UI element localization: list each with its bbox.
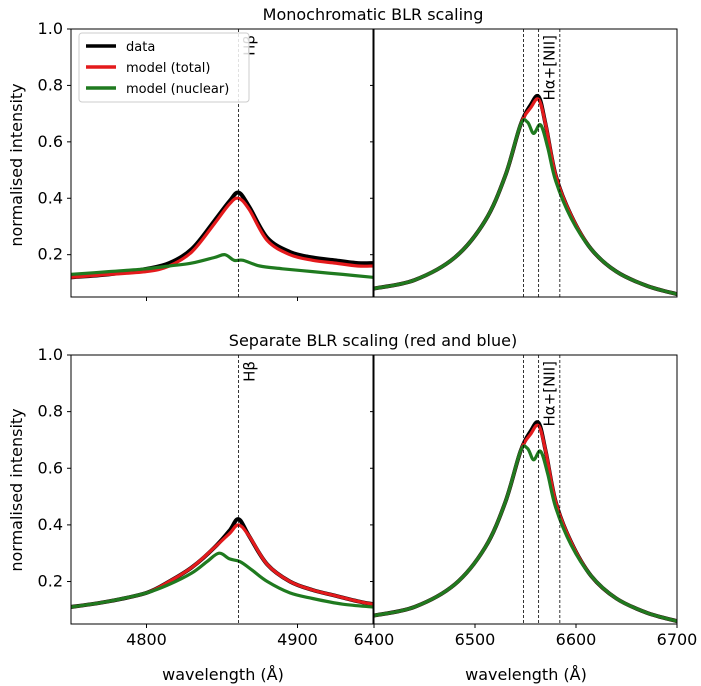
ylabel-bottom: normalised intensity — [7, 408, 26, 571]
ylabel-top: normalised intensity — [7, 83, 26, 246]
line-label: Hα+[NII] — [541, 361, 559, 427]
axes-frame — [70, 354, 374, 625]
y-tick-label: 0.2 — [38, 572, 63, 591]
xlabel-right: wavelength (Å) — [465, 665, 587, 684]
y-tick-label: 0.4 — [38, 515, 63, 534]
legend-label-model-nuclear: model (nuclear) — [126, 82, 229, 97]
y-tick-label: 0.2 — [38, 245, 63, 264]
series-line-model-nuclear- — [374, 118, 677, 296]
y-tick-label: 0.6 — [38, 132, 63, 151]
axes-frame — [373, 28, 678, 298]
series-line-model-nuclear- — [71, 551, 373, 609]
series-line-model-total- — [71, 196, 373, 279]
axes-frame — [70, 28, 374, 298]
line-label: Hα+[NII] — [541, 35, 559, 101]
top-title: Monochromatic BLR scaling — [263, 5, 484, 24]
line-label: Hβ — [241, 361, 259, 382]
legend-label-model-total: model (total) — [126, 61, 210, 76]
x-tick-label: 4900 — [277, 630, 318, 649]
x-tick-label: 6700 — [657, 630, 698, 649]
bottom-title: Separate BLR scaling (red and blue) — [229, 331, 517, 350]
y-tick-label: 1.0 — [38, 345, 63, 364]
y-tick-label: 1.0 — [38, 19, 63, 38]
legend: data model (total) model (nuclear) — [78, 32, 250, 103]
x-tick-label: 6400 — [354, 630, 395, 649]
x-tick-label: 6600 — [556, 630, 597, 649]
legend-label-data: data — [126, 40, 155, 55]
panel-top-left: Hβ0.20.40.60.81.0 — [38, 19, 374, 301]
y-tick-label: 0.4 — [38, 188, 63, 207]
y-tick-label: 0.6 — [38, 458, 63, 477]
y-tick-label: 0.8 — [38, 402, 63, 421]
series-line-model-nuclear- — [374, 444, 677, 623]
x-tick-label: 4800 — [126, 630, 167, 649]
y-tick-label: 0.8 — [38, 75, 63, 94]
panels: Hβ 0.2 0.4 0.6 0.8 1.0 Hα+[NII] Hβ 0.2 0.4 0.6 0.8 1… — [38, 19, 698, 649]
plot-area — [71, 190, 373, 280]
x-tick-label: 6500 — [455, 630, 496, 649]
xlabel-left: wavelength (Å) — [162, 665, 284, 684]
legend-frame — [78, 32, 250, 103]
series-line-model-nuclear- — [71, 253, 373, 279]
plot-area — [71, 517, 373, 609]
panel-bottom-left: Hβ 0.2 0.4 0.6 0.8 1.0 4800 4900 — [38, 345, 374, 649]
axes-frame — [373, 354, 678, 625]
